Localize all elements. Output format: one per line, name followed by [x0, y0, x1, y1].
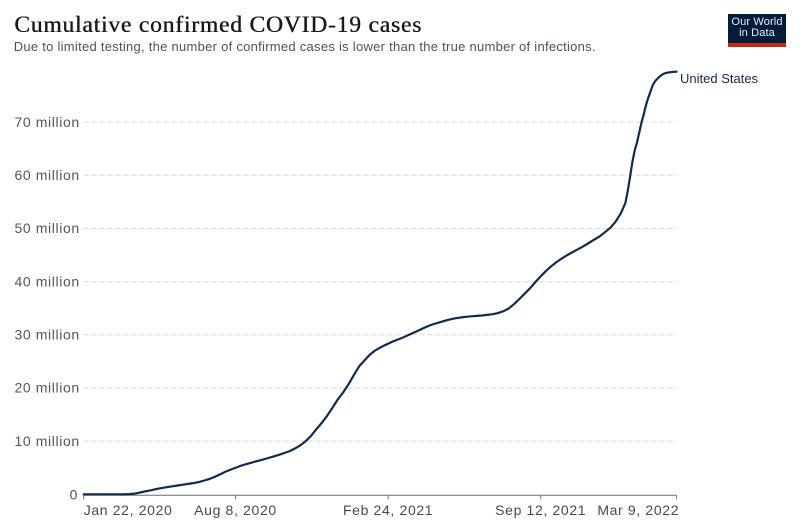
svg-text:Feb 24, 2021: Feb 24, 2021	[343, 502, 433, 518]
svg-text:Aug 8, 2020: Aug 8, 2020	[194, 502, 277, 518]
svg-text:20 million: 20 million	[14, 380, 79, 396]
svg-text:Jan 22, 2020: Jan 22, 2020	[84, 502, 173, 518]
svg-text:Sep 12, 2021: Sep 12, 2021	[495, 502, 586, 518]
svg-text:30 million: 30 million	[14, 327, 79, 343]
svg-text:Mar 9, 2022: Mar 9, 2022	[597, 502, 679, 518]
svg-text:10 million: 10 million	[14, 433, 79, 449]
svg-text:60 million: 60 million	[14, 167, 79, 183]
svg-text:40 million: 40 million	[14, 273, 79, 289]
svg-text:70 million: 70 million	[14, 114, 79, 130]
svg-text:United States: United States	[680, 71, 759, 86]
svg-text:50 million: 50 million	[14, 220, 79, 236]
svg-text:0: 0	[70, 487, 78, 503]
